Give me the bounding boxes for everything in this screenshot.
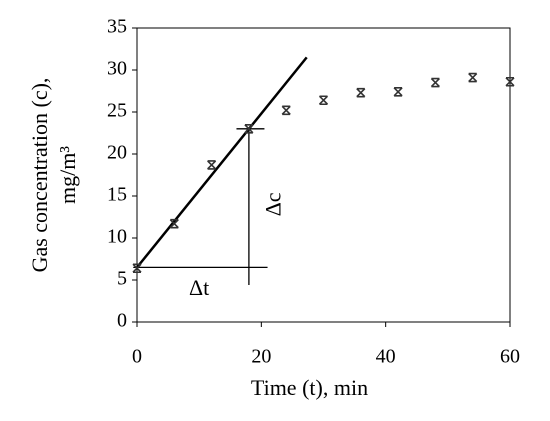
marker (430, 77, 440, 88)
x-tick-label: 20 (251, 346, 271, 368)
marker-shape (244, 124, 254, 134)
marker-shape (318, 95, 329, 106)
x-axis-label: Time (t), min (251, 375, 368, 400)
y-tick-label: 0 (117, 310, 127, 332)
marker (207, 160, 217, 170)
annotation-line (136, 56, 308, 269)
marker (468, 72, 478, 83)
y-tick-label: 35 (107, 16, 127, 38)
marker-shape (132, 263, 142, 274)
plot-frame (136, 27, 511, 323)
y-tick-label: 25 (107, 100, 127, 122)
marker-shape (356, 87, 366, 98)
marker-shape (468, 72, 478, 83)
marker (169, 218, 179, 229)
x-tick-label: 40 (376, 346, 396, 368)
y-axis-label: mg/m³ (55, 146, 80, 204)
annotation: Δc (261, 192, 286, 216)
marker-shape (169, 218, 179, 229)
x-tick-label: 0 (132, 346, 142, 368)
marker-shape (281, 105, 291, 116)
marker (318, 95, 329, 106)
marker (132, 263, 142, 274)
marker (281, 105, 291, 116)
marker (393, 87, 403, 97)
marker (356, 87, 366, 98)
marker (244, 124, 254, 134)
marker-shape (207, 160, 217, 170)
y-axis-label: Gas concentration (c), (27, 78, 52, 273)
y-tick-label: 5 (117, 268, 127, 290)
marker-shape (393, 87, 403, 97)
marker-shape (505, 76, 515, 87)
annotation: Δt (189, 275, 209, 300)
x-tick-label: 60 (500, 346, 520, 368)
y-tick-label: 30 (107, 58, 127, 80)
y-tick-label: 15 (107, 184, 127, 206)
y-tick-label: 20 (107, 142, 127, 164)
marker-shape (430, 77, 440, 88)
y-tick-label: 10 (107, 226, 127, 248)
marker (505, 76, 515, 87)
